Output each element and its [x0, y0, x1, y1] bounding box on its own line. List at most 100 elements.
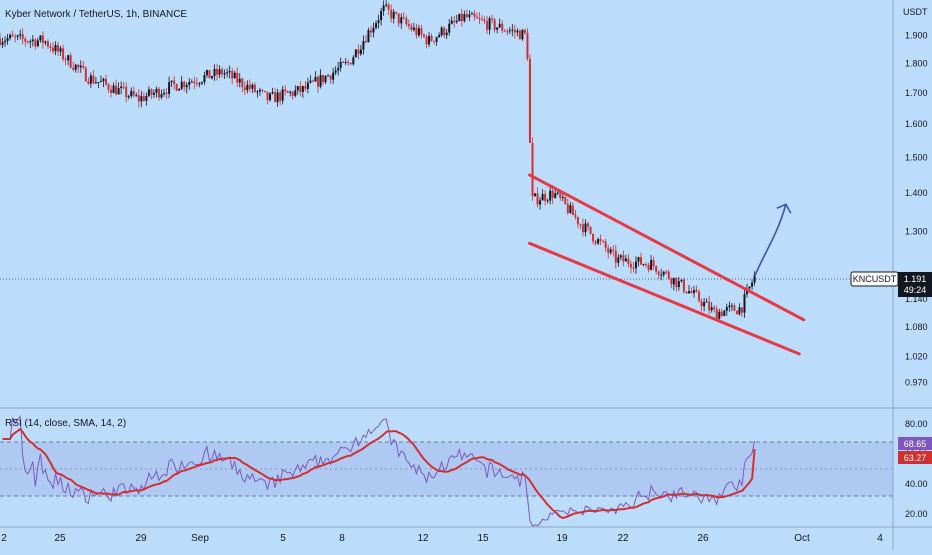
candle-body — [470, 13, 473, 15]
candle-body — [493, 19, 496, 30]
candle-body — [59, 48, 62, 52]
candle-body — [566, 203, 569, 213]
candle-body — [453, 20, 456, 23]
candle-body — [271, 92, 274, 94]
candle-body — [0, 38, 1, 45]
candle-body — [160, 94, 163, 98]
currency-label: USDT — [903, 7, 928, 17]
price-tick-label: 1.500 — [905, 152, 928, 162]
candle-body — [465, 14, 468, 18]
candle-body — [102, 78, 105, 82]
candle-body — [289, 91, 292, 93]
candle-body — [122, 86, 125, 88]
candle-body — [440, 27, 443, 36]
candle-body — [180, 81, 183, 89]
candle-body — [329, 75, 332, 80]
candle-body — [475, 16, 478, 19]
price-tick-label: 0.970 — [905, 377, 928, 387]
candle-body — [140, 96, 143, 102]
candle-body — [445, 32, 448, 36]
candle-body — [178, 88, 181, 91]
candle-body — [291, 91, 294, 96]
candle-body — [112, 85, 115, 94]
candle-body — [670, 278, 673, 285]
candle-body — [135, 95, 138, 97]
lower-channel-line[interactable] — [528, 241, 801, 356]
candle-body — [655, 266, 658, 272]
candle-body — [304, 86, 307, 89]
candle-body — [614, 250, 617, 263]
candle-body — [372, 27, 375, 33]
candle-body — [127, 96, 130, 98]
candle-body — [236, 72, 239, 83]
candle-body — [478, 18, 481, 20]
candle-body — [324, 75, 327, 83]
candle-body — [362, 40, 365, 50]
candle-body — [634, 261, 637, 269]
candle-body — [637, 257, 640, 262]
candle-body — [46, 41, 49, 47]
candle-body — [57, 45, 60, 52]
candle-body — [516, 30, 519, 33]
candle-body — [117, 88, 120, 95]
upper-channel-line[interactable] — [528, 173, 806, 322]
candle-body — [14, 36, 17, 38]
candle-body — [420, 28, 423, 35]
candle-body — [581, 224, 584, 233]
candle-body — [89, 75, 92, 84]
candle-body — [405, 18, 408, 25]
candle-body — [357, 49, 360, 54]
price-tick-label: 1.700 — [905, 88, 928, 98]
candle-body — [448, 23, 451, 33]
candle-body — [51, 47, 54, 52]
candle-body — [604, 241, 607, 249]
candle-body — [110, 89, 113, 94]
candle-body — [314, 77, 317, 82]
candle-body — [44, 41, 47, 43]
candle-body — [723, 310, 726, 316]
candle-body — [397, 13, 400, 24]
candle-body — [748, 286, 751, 289]
candle-body — [210, 76, 213, 79]
candle-body — [62, 48, 65, 60]
candle-body — [31, 39, 34, 42]
price-tick-label: 1.900 — [905, 31, 928, 41]
projection-arrow[interactable] — [753, 203, 792, 277]
candle-body — [387, 4, 390, 10]
candle-body — [700, 301, 703, 307]
candle-body — [597, 239, 600, 244]
candle-body — [455, 20, 458, 23]
candle-body — [64, 59, 67, 61]
candle-body — [526, 32, 529, 59]
candle-body — [564, 196, 567, 204]
candle-body — [425, 36, 428, 45]
candle-body — [150, 89, 153, 95]
candle-body — [77, 64, 80, 68]
candle-body — [311, 80, 314, 82]
candle-body — [473, 13, 476, 17]
candle-body — [193, 81, 196, 84]
candle-body — [392, 11, 395, 19]
candle-body — [569, 205, 572, 213]
candle-body — [660, 274, 663, 276]
chart-title: Kyber Network / TetherUS, 1h, BINANCE — [5, 9, 187, 20]
candle-body — [579, 224, 582, 226]
date-tick-label: 5 — [280, 533, 286, 544]
candle-body — [258, 90, 261, 92]
candle-body — [309, 80, 312, 83]
candle-body — [488, 18, 491, 30]
candle-body — [188, 82, 191, 86]
candle-body — [483, 19, 486, 22]
candle-body — [185, 85, 188, 88]
candle-body — [433, 41, 436, 43]
candle-body — [352, 57, 355, 65]
candle-body — [622, 255, 625, 262]
candle-body — [551, 190, 554, 198]
candle-body — [518, 30, 521, 40]
candle-body — [69, 55, 72, 68]
date-tick-label: 4 — [877, 533, 883, 544]
candle-body — [438, 35, 441, 38]
candle-body — [713, 307, 716, 310]
